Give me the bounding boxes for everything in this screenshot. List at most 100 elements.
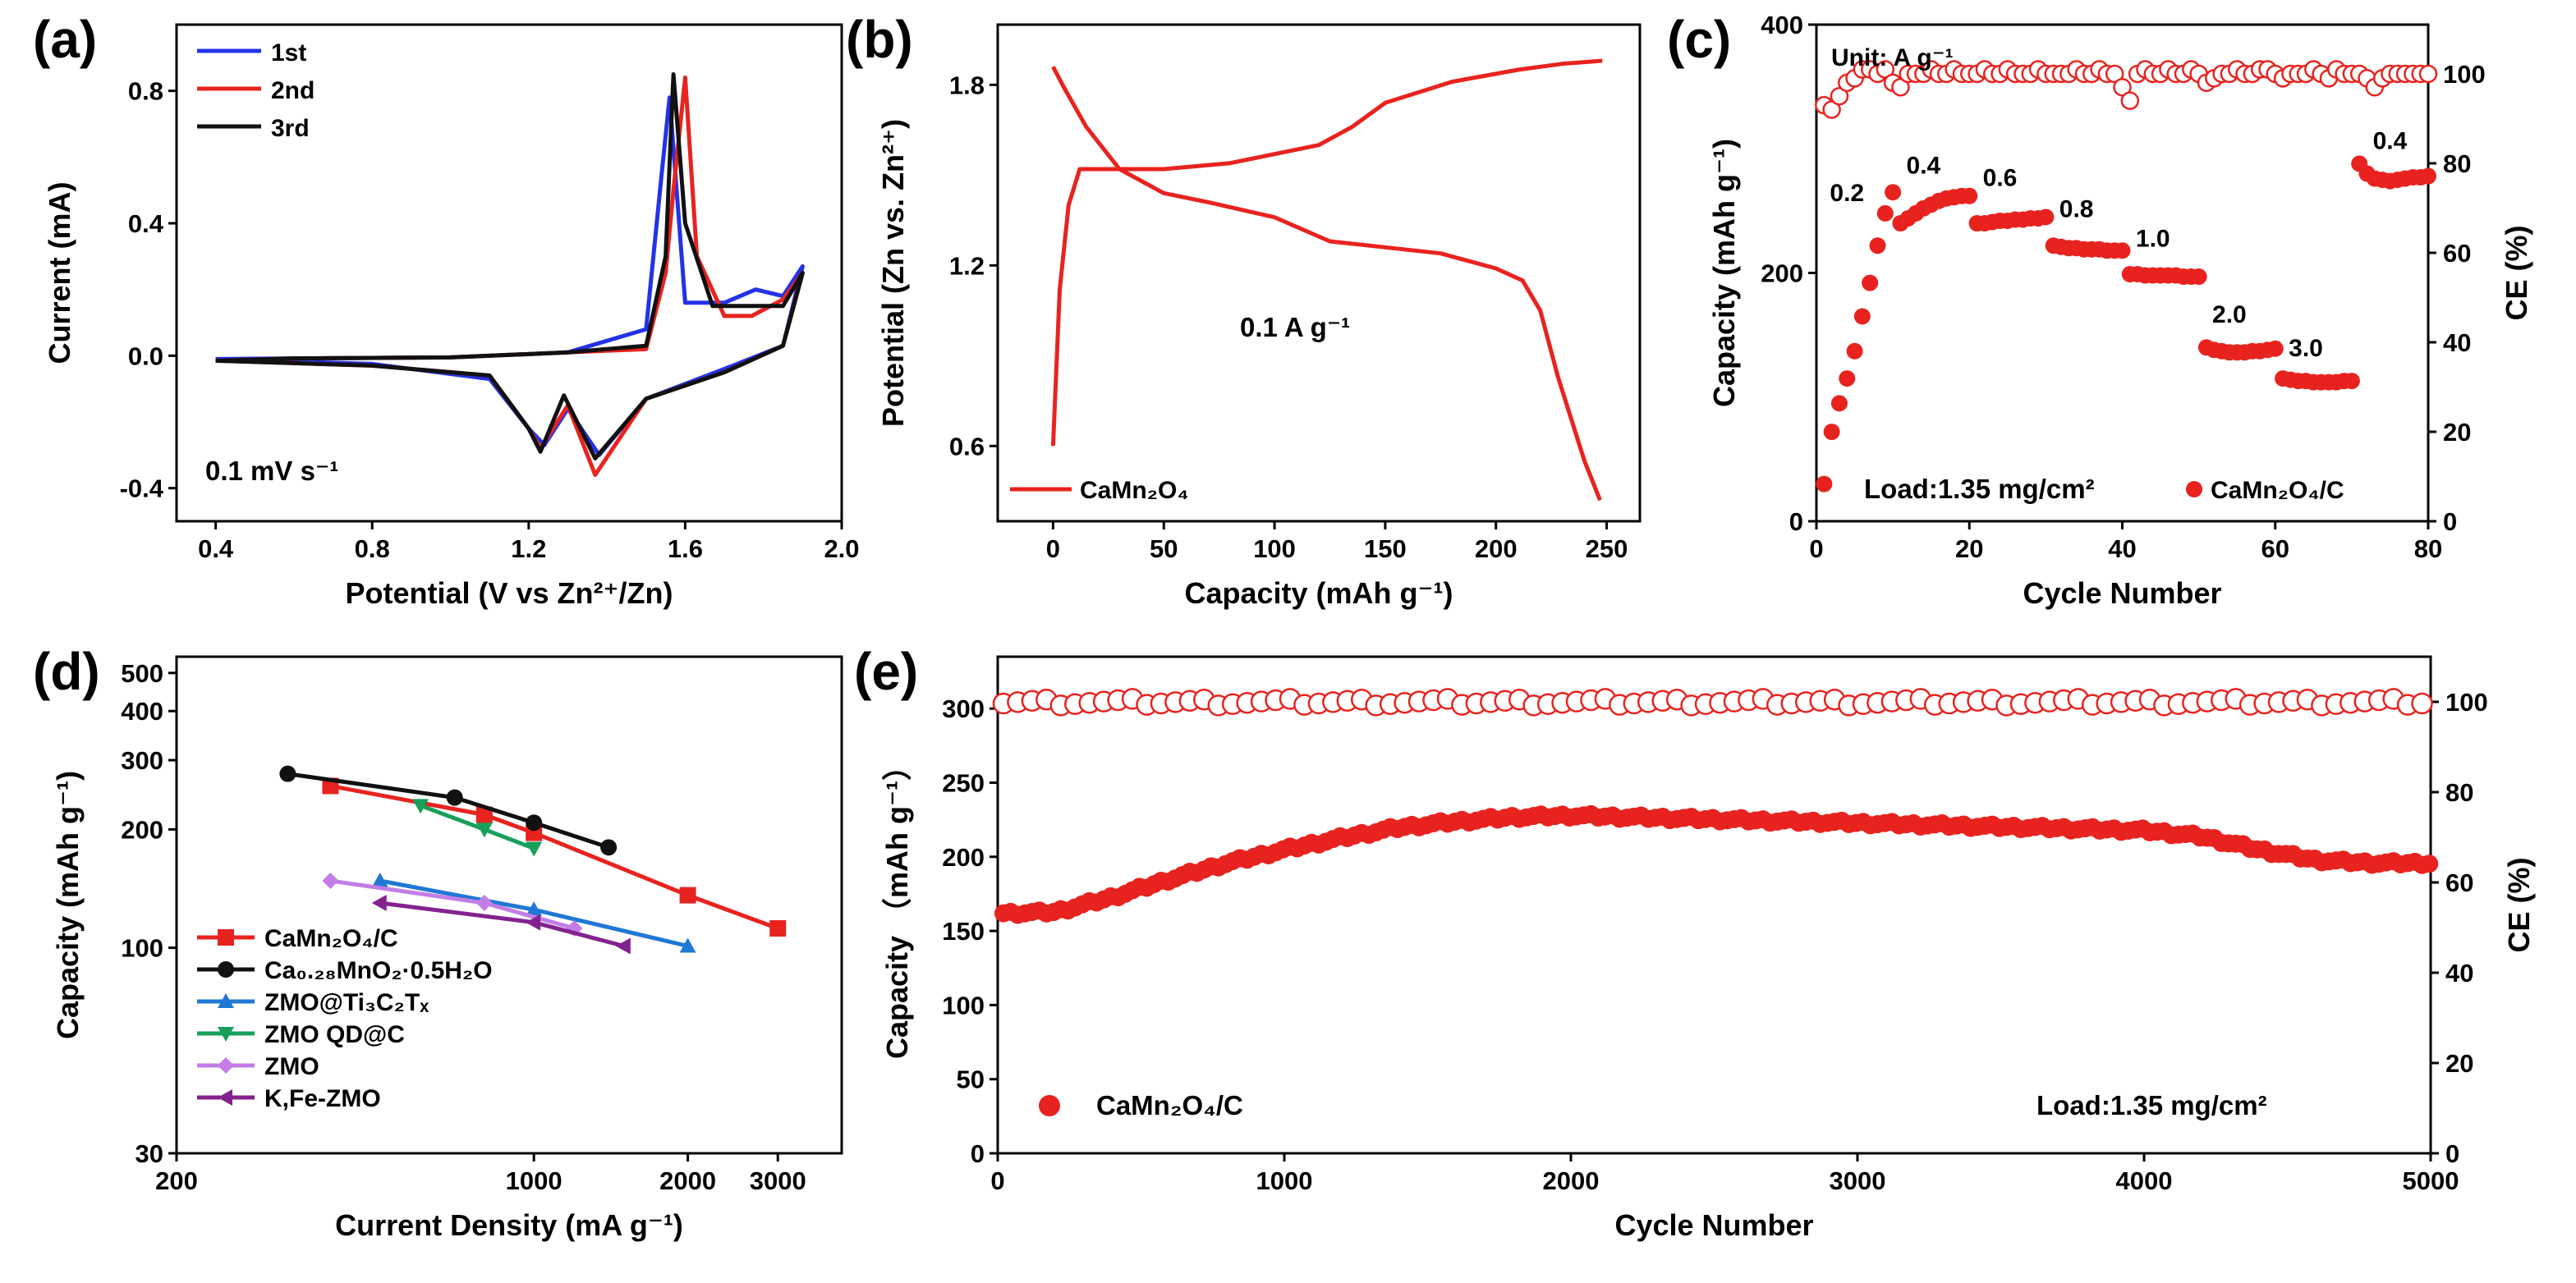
capacity-point — [2420, 855, 2439, 873]
y-tick-label: 50 — [957, 1065, 985, 1094]
plot-frame — [996, 23, 1642, 523]
y-axis-title: Capacity (mAh g⁻¹) — [51, 771, 85, 1039]
legend-marker — [218, 993, 234, 1008]
y2-tick-label: 100 — [2445, 688, 2488, 717]
panel-label-d: (d) — [33, 642, 100, 701]
capacity-point — [2114, 242, 2131, 259]
load-note: Load:1.35 mg/cm² — [2036, 1090, 2267, 1120]
y-tick-label: 500 — [121, 659, 163, 688]
rate-point — [412, 799, 429, 814]
chart-panel-e: 0 1000 2000 3000 4000 5000050100150200250300C… — [880, 655, 2536, 1242]
rate-point — [371, 873, 388, 888]
legend-marker — [218, 1057, 234, 1074]
y2-tick-label: 80 — [2443, 149, 2471, 178]
x-axis-title: Capacity (mAh g⁻¹) — [1184, 576, 1453, 610]
legend-label: 3rd — [271, 115, 310, 142]
x-tick-label: 3000 — [1830, 1166, 1886, 1195]
legend-label: 1st — [271, 39, 306, 66]
y2-tick-label: 60 — [2443, 239, 2471, 268]
legend-marker — [1039, 1095, 1060, 1116]
x-tick-label: 1000 — [506, 1166, 562, 1195]
rate-label: 0.2 — [1830, 180, 1864, 207]
y-tick-label: 0.8 — [128, 77, 163, 106]
x-tick-label: 0 — [1809, 534, 1823, 563]
rate-label: 3.0 — [2289, 335, 2323, 362]
rate-point — [615, 937, 631, 955]
x-tick-label: 4000 — [2116, 1166, 2173, 1195]
y-tick-label: 200 — [1761, 259, 1803, 288]
x-tick-label: 20 — [1955, 534, 1983, 563]
y-tick-label: 1.8 — [949, 71, 985, 99]
y2-tick-label: 0 — [2443, 507, 2457, 536]
x-tick-label: 2.0 — [824, 534, 859, 563]
ce-point — [1891, 78, 1910, 97]
rate-label: 0.8 — [2059, 195, 2094, 222]
rate-point — [600, 839, 618, 856]
rate-point — [526, 901, 543, 917]
capacity-point — [1869, 237, 1886, 254]
capacity-point — [1862, 274, 1879, 291]
y-tick-label: 0 — [971, 1139, 985, 1168]
rate-point — [446, 789, 463, 806]
rate-point — [322, 873, 339, 890]
y-tick-label: 150 — [942, 917, 985, 946]
y-tick-label: 0.4 — [128, 209, 164, 238]
y-tick-label: 300 — [121, 746, 163, 775]
y-axis-title: Capacity (mAh g⁻¹) — [1707, 139, 1741, 407]
capacity-point — [1846, 342, 1863, 360]
y-axis-title: Current (mA) — [43, 182, 76, 364]
legend-marker — [218, 1089, 232, 1106]
capacity-point — [2343, 373, 2360, 390]
x-tick-label: 3000 — [750, 1166, 806, 1195]
chart-panel-b: 0 50 100 150 200 250 0.6 1.2 1.8 Capacity (mAh g⁻… — [876, 23, 1642, 610]
legend-label: CaMn₂O₄/C — [1096, 1090, 1243, 1120]
y-tick-label: 0.0 — [128, 341, 163, 370]
rate-point — [526, 814, 543, 832]
x-tick-label: 0 — [1046, 534, 1060, 563]
plot-frame — [175, 655, 843, 1155]
y2-tick-label: 40 — [2443, 328, 2471, 357]
capacity-point — [2190, 268, 2207, 286]
rate-point — [371, 895, 387, 912]
cv-curve-3rd — [215, 72, 805, 461]
x-axis-title: Cycle Number — [2023, 576, 2221, 610]
y2-tick-label: 40 — [2445, 959, 2473, 987]
y2-tick-label: 80 — [2445, 778, 2473, 807]
legend-label: K,Fe-ZMO — [264, 1085, 381, 1112]
y2-tick-label: 0 — [2445, 1139, 2459, 1168]
x-tick-label: 1.2 — [511, 534, 546, 563]
x-tick-label: 50 — [1150, 534, 1178, 563]
ce-point — [2105, 64, 2124, 84]
voltage-profile-0 — [1051, 66, 1602, 502]
x-tick-label: 150 — [1364, 534, 1407, 563]
y-tick-label: 400 — [1761, 11, 1803, 39]
rate-label: 2.0 — [2212, 301, 2247, 328]
capacity-point — [1830, 395, 1848, 412]
rate-point — [475, 822, 493, 838]
capacity-point — [1823, 424, 1840, 441]
ce-point — [2411, 692, 2433, 715]
ce-point — [2120, 91, 2140, 110]
legend-label: ZMO — [264, 1053, 319, 1080]
rate-point — [526, 914, 541, 931]
x-tick-label: 200 — [1475, 534, 1518, 563]
x-tick-label: 80 — [2414, 534, 2442, 563]
y2-tick-label: 20 — [2445, 1049, 2473, 1078]
legend-marker — [2186, 481, 2202, 497]
chart-panel-a: 0.4 0.8 1.2 1.6 2.0 -0.4 0.0 0.4 0.8 Potential (V… — [43, 23, 860, 610]
x-axis-title: Current Density (mA g⁻¹) — [335, 1208, 683, 1242]
x-axis-title: Potential (V vs Zn²⁺/Zn) — [345, 576, 673, 610]
rate-point — [475, 806, 493, 823]
rate-point — [769, 920, 787, 937]
rate-point — [526, 841, 543, 857]
rate-point — [279, 765, 296, 782]
legend-label: CaMn₂O₄ — [1080, 477, 1189, 504]
cv-curve-1st — [215, 95, 805, 457]
y-tick-label: 400 — [121, 697, 163, 726]
y-tick-label: 100 — [942, 991, 985, 1020]
legend-marker — [218, 961, 234, 978]
capacity-point — [1876, 204, 1894, 222]
capacity-point — [2266, 340, 2284, 357]
